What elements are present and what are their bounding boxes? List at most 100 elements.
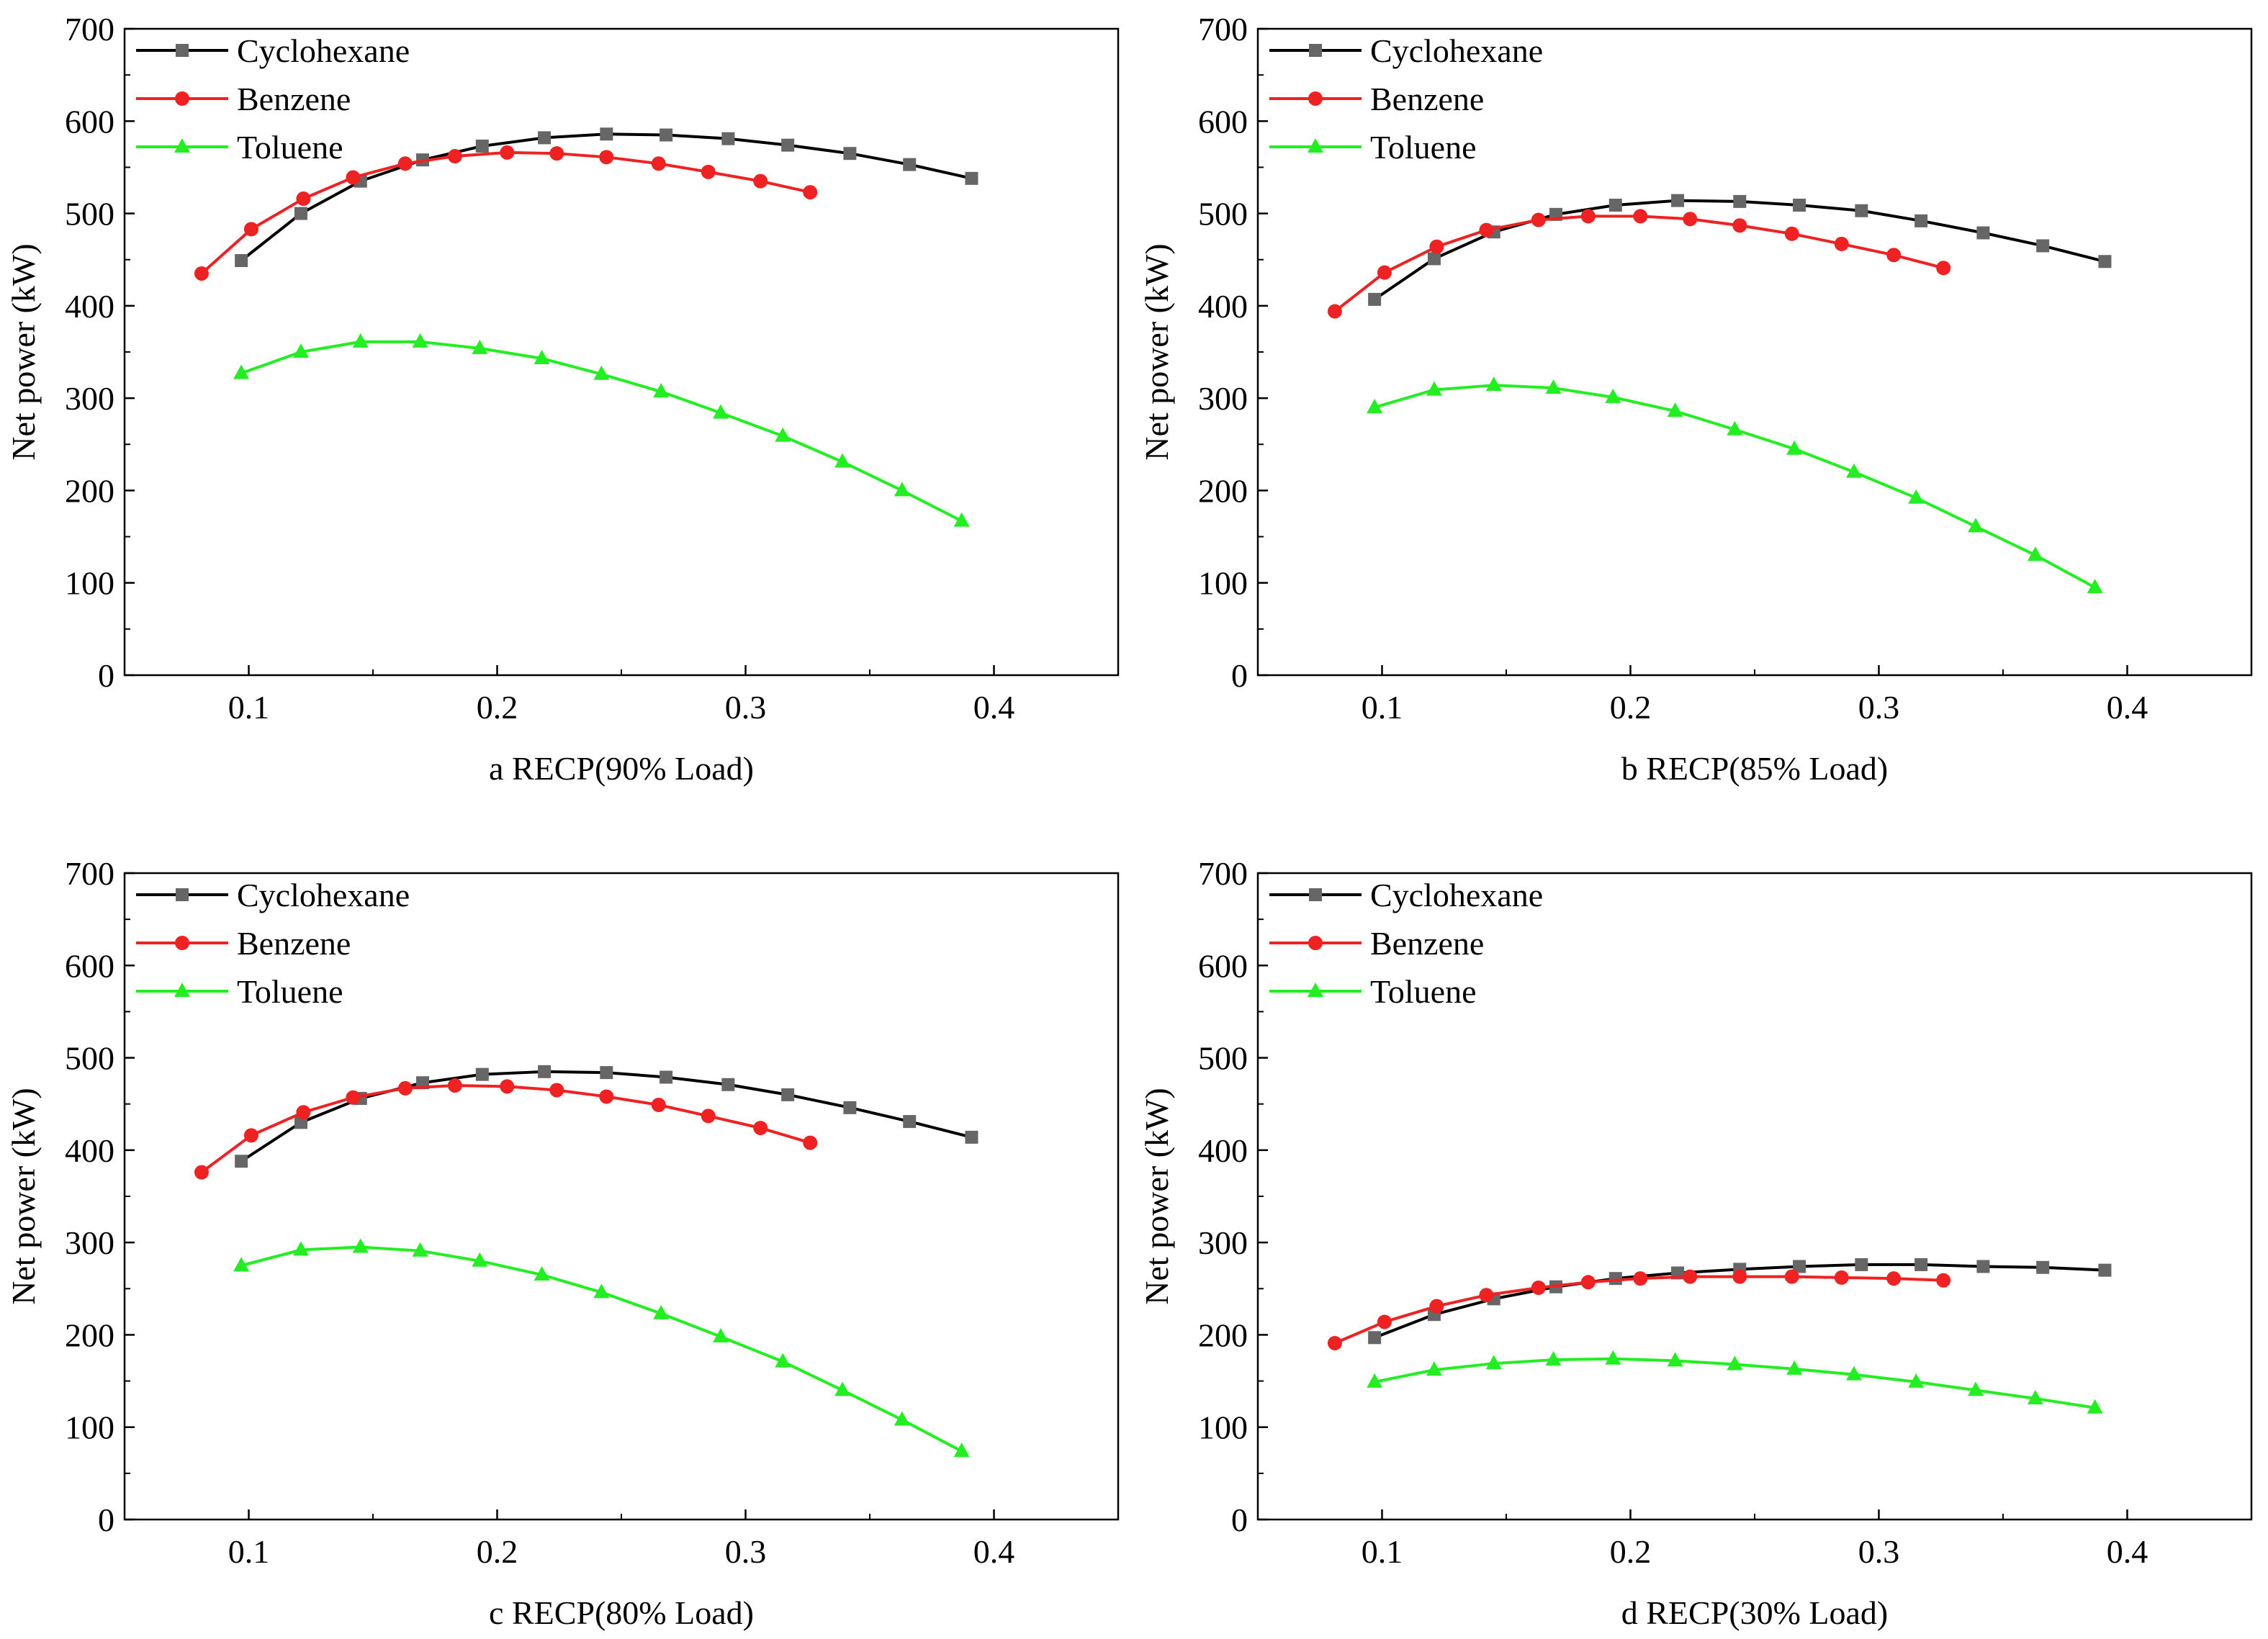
legend-label: Benzene	[237, 81, 351, 117]
data-point	[397, 1080, 413, 1096]
data-point	[1786, 1360, 1803, 1375]
data-point	[651, 156, 666, 171]
data-point	[1733, 194, 1747, 208]
series-line	[1334, 1275, 1944, 1345]
y-tick-label: 700	[65, 11, 114, 48]
series-line	[240, 1245, 963, 1453]
data-point	[1834, 236, 1849, 251]
legend-marker	[176, 888, 189, 901]
x-tick-label: 0.4	[973, 1533, 1015, 1570]
series-cyclohexane	[1368, 194, 2112, 306]
data-point	[843, 147, 857, 161]
data-point	[721, 132, 735, 145]
data-point	[1479, 1288, 1494, 1303]
data-point	[775, 427, 791, 442]
y-tick-label: 100	[65, 1409, 114, 1446]
data-point	[834, 453, 851, 468]
data-point	[2036, 239, 2050, 253]
legend-item-cyclohexane: Cyclohexane	[136, 877, 410, 913]
data-point	[965, 1130, 978, 1144]
x-axis-title: d RECP(30% Load)	[1621, 1594, 1889, 1631]
data-point	[194, 1165, 209, 1180]
legend-marker	[1308, 138, 1323, 153]
y-tick-label: 700	[1198, 11, 1248, 48]
legend-label: Cyclohexane	[1370, 877, 1543, 913]
y-tick-label: 300	[65, 1224, 114, 1261]
data-point	[412, 333, 428, 348]
data-point	[651, 1097, 666, 1112]
data-point	[781, 138, 795, 152]
y-tick-label: 700	[1198, 855, 1248, 892]
y-tick-label: 600	[65, 947, 114, 984]
legend-label: Cyclohexane	[1370, 32, 1543, 69]
data-point	[1855, 204, 1868, 217]
y-tick-label: 500	[1198, 196, 1248, 232]
legend-item-benzene: Benzene	[1269, 81, 1484, 117]
data-point	[1786, 440, 1803, 455]
y-tick-label: 200	[1198, 472, 1248, 509]
plot-frame	[123, 872, 1120, 1521]
x-tick-label: 0.3	[1858, 689, 1900, 726]
data-point	[296, 191, 311, 207]
data-point	[903, 158, 917, 171]
data-point	[721, 1078, 735, 1091]
y-tick-label: 200	[65, 1317, 114, 1353]
series-toluene	[233, 1238, 970, 1458]
data-point	[1427, 252, 1441, 266]
data-point	[660, 128, 673, 142]
y-tick-label: 200	[65, 472, 114, 509]
data-point	[296, 1105, 311, 1120]
data-point	[1605, 1350, 1621, 1365]
data-point	[1914, 214, 1928, 227]
x-tick-label: 0.4	[2107, 1533, 2148, 1570]
legend-marker	[1308, 936, 1323, 950]
data-point	[593, 365, 610, 380]
data-point	[1976, 1260, 1990, 1273]
series-benzene	[1327, 209, 1951, 319]
legend-marker	[1309, 44, 1322, 57]
data-point	[1429, 239, 1444, 254]
legend-marker	[1308, 983, 1323, 997]
legend-item-toluene: Toluene	[136, 129, 343, 166]
data-point	[1608, 199, 1622, 212]
y-tick-label: 100	[1198, 1409, 1248, 1446]
data-point	[1784, 1269, 1799, 1284]
y-tick-label: 400	[65, 288, 114, 325]
x-tick-label: 0.2	[477, 1533, 518, 1570]
data-point	[549, 146, 564, 161]
x-tick-label: 0.1	[228, 689, 270, 726]
data-point	[2087, 579, 2103, 594]
legend-label: Benzene	[1370, 81, 1484, 117]
data-point	[1936, 1273, 1951, 1288]
legend-marker	[175, 936, 189, 950]
data-point	[1633, 1271, 1648, 1286]
y-tick-label: 0	[1231, 1502, 1248, 1538]
series-benzene	[194, 145, 818, 281]
data-point	[235, 1155, 248, 1168]
legend-label: Benzene	[1370, 925, 1484, 962]
data-point	[1580, 1275, 1596, 1290]
data-point	[1976, 226, 1990, 240]
data-point	[294, 207, 307, 220]
series-cyclohexane	[235, 127, 978, 267]
y-axis-title: Net power (kW)	[5, 1088, 42, 1304]
data-point	[753, 173, 768, 189]
data-point	[1485, 376, 1502, 392]
y-tick-label: 100	[1198, 565, 1248, 602]
x-tick-label: 0.1	[1362, 689, 1403, 726]
y-tick-label: 500	[1198, 1040, 1248, 1077]
data-point	[2027, 1389, 2043, 1404]
legend-label: Benzene	[237, 925, 351, 962]
legend-item-cyclohexane: Cyclohexane	[136, 32, 410, 69]
data-point	[243, 1128, 258, 1143]
x-tick-label: 0.3	[725, 689, 767, 726]
y-tick-label: 100	[65, 565, 114, 602]
data-point	[1968, 518, 1984, 533]
y-tick-label: 500	[65, 196, 114, 232]
data-point	[1936, 261, 1951, 276]
x-tick-label: 0.2	[477, 689, 518, 726]
y-tick-label: 300	[1198, 1224, 1248, 1261]
data-point	[292, 343, 309, 358]
legend-marker	[174, 983, 190, 997]
data-point	[1671, 194, 1685, 207]
